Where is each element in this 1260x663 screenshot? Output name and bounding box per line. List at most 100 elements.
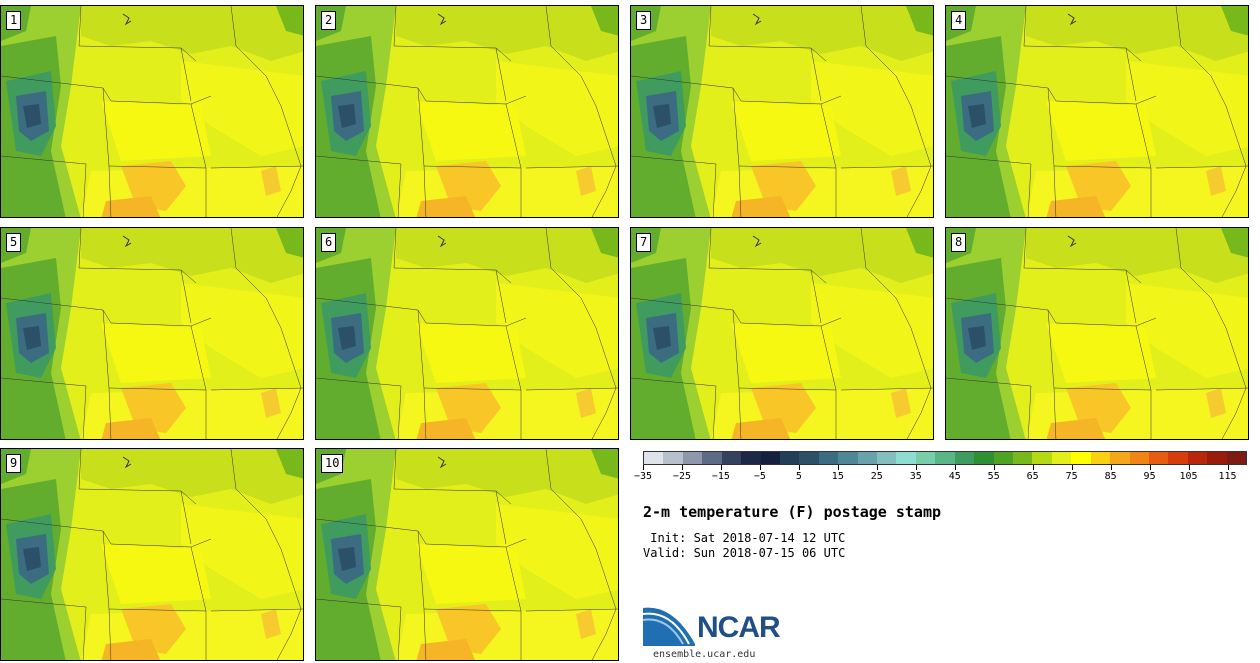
- colorbar-tick-label: 55: [987, 471, 1000, 482]
- member-number: 3: [636, 11, 652, 30]
- colorbar-tick: [876, 465, 878, 470]
- stamp-map-6: 6: [315, 227, 619, 440]
- colorbar-tick: [1071, 465, 1073, 470]
- member-number: 9: [6, 454, 22, 473]
- colorbar-cell: [838, 452, 858, 464]
- colorbar-cell: [896, 452, 916, 464]
- colorbar-cell: [1051, 452, 1072, 464]
- colorbar-cell: [857, 452, 878, 464]
- colorbar-cell: [1013, 452, 1033, 464]
- colorbar-cell: [954, 452, 975, 464]
- colorbar-tick-label: 115: [1218, 471, 1237, 482]
- member-number: 10: [321, 454, 344, 473]
- colorbar-tick-label: 85: [1104, 471, 1117, 482]
- stamp-map-5: 5: [0, 227, 304, 440]
- member-number: 1: [6, 11, 22, 30]
- temperature-map: [946, 228, 1248, 439]
- colorbar-cell: [935, 452, 955, 464]
- colorbar-tick: [915, 465, 917, 470]
- stamp-map-4: 4: [945, 5, 1249, 218]
- colorbar-cell: [993, 452, 1014, 464]
- member-number: 7: [636, 233, 652, 252]
- colorbar-cell: [1168, 452, 1188, 464]
- colorbar-tick-label: 75: [1065, 471, 1078, 482]
- plot-title: 2-m temperature (F) postage stamp: [643, 503, 942, 521]
- colorbar-tick: [993, 465, 995, 470]
- colorbar-tick-label: 65: [1026, 471, 1039, 482]
- stamp-map-7: 7: [630, 227, 934, 440]
- colorbar-tick: [1188, 465, 1190, 470]
- colorbar-tick: [1032, 465, 1034, 470]
- stamp-map-3: 3: [630, 5, 934, 218]
- temperature-map: [316, 6, 618, 217]
- colorbar-tick-label: −15: [711, 471, 730, 482]
- colorbar-tick-label: 5: [795, 471, 802, 482]
- init-time: Init: Sat 2018-07-14 12 UTC: [643, 531, 846, 545]
- colorbar-cell: [1226, 452, 1247, 464]
- colorbar-cell: [1090, 452, 1111, 464]
- temperature-map: [631, 6, 933, 217]
- colorbar-tick: [1227, 465, 1229, 470]
- colorbar-cell: [682, 452, 703, 464]
- colorbar-ticks: −35 −25 −15 −5 5 15 25 35 45 55 65 75 85 95 105 115: [634, 465, 1247, 489]
- colorbar-cell: [1129, 452, 1149, 464]
- temperature-map: [946, 6, 1248, 217]
- colorbar-cell: [799, 452, 819, 464]
- colorbar-cell: [721, 452, 742, 464]
- colorbar-cell: [702, 452, 722, 464]
- colorbar-cell: [915, 452, 936, 464]
- colorbar-cell: [877, 452, 897, 464]
- colorbar-tick: [1149, 465, 1151, 470]
- colorbar-tick-label: 25: [870, 471, 883, 482]
- colorbar-cell: [760, 452, 780, 464]
- colorbar-tick-label: 95: [1143, 471, 1156, 482]
- colorbar-cell: [779, 452, 800, 464]
- stamp-map-10: 10: [315, 448, 619, 661]
- valid-time: Valid: Sun 2018-07-15 06 UTC: [643, 546, 846, 560]
- colorbar-cell: [1071, 452, 1091, 464]
- ncar-logo-icon: [643, 607, 695, 646]
- member-number: 6: [321, 233, 337, 252]
- colorbar-cell: [1187, 452, 1208, 464]
- member-number: 5: [6, 233, 22, 252]
- colorbar-tick: [720, 465, 722, 470]
- stamp-map-8: 8: [945, 227, 1249, 440]
- colorbar-tick: [681, 465, 683, 470]
- colorbar-tick-label: −5: [753, 471, 766, 482]
- colorbar-tick-label: 105: [1179, 471, 1198, 482]
- colorbar-cell: [1032, 452, 1052, 464]
- temperature-map: [1, 6, 303, 217]
- temperature-map: [316, 449, 618, 660]
- temperature-map: [1, 449, 303, 660]
- colorbar-cell: [818, 452, 839, 464]
- ncar-logo-text: NCAR: [697, 611, 781, 644]
- colorbar-cell: [663, 452, 683, 464]
- colorbar-cell: [974, 452, 994, 464]
- colorbar-tick-label: 15: [831, 471, 844, 482]
- colorbar-tick: [643, 465, 644, 470]
- colorbar-tick: [954, 465, 956, 470]
- colorbar-tick-label: −35: [633, 471, 653, 482]
- colorbar-cell: [741, 452, 761, 464]
- stamp-map-9: 9: [0, 448, 304, 661]
- colorbar-cell: [1110, 452, 1130, 464]
- member-number: 2: [321, 11, 337, 30]
- colorbar: [643, 451, 1247, 465]
- member-number: 4: [951, 11, 967, 30]
- colorbar-tick: [798, 465, 800, 470]
- temperature-map: [631, 228, 933, 439]
- colorbar-tick: [759, 465, 761, 470]
- colorbar-tick: [1110, 465, 1112, 470]
- site-url: ensemble.ucar.edu: [653, 649, 756, 660]
- temperature-map: [316, 228, 618, 439]
- stamp-map-2: 2: [315, 5, 619, 218]
- colorbar-tick-label: 35: [909, 471, 922, 482]
- colorbar-cell: [1207, 452, 1227, 464]
- colorbar-cell: [644, 452, 664, 464]
- stamp-map-1: 1: [0, 5, 304, 218]
- colorbar-tick-label: −25: [672, 471, 691, 482]
- member-number: 8: [951, 233, 967, 252]
- colorbar-tick: [837, 465, 839, 470]
- temperature-map: [1, 228, 303, 439]
- colorbar-cell: [1148, 452, 1169, 464]
